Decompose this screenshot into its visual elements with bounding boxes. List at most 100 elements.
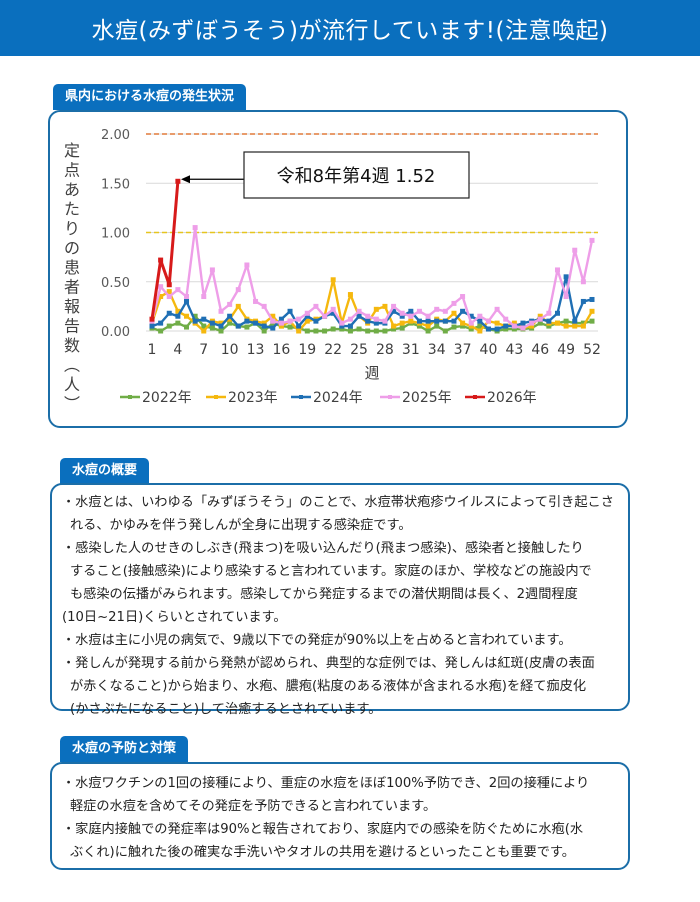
data-marker <box>158 328 164 334</box>
line-chart: 0.00 0.50 1.00 1.50 2.00 1 4 7 10 13 16 19 22 25 28 31 3… <box>64 128 601 414</box>
data-marker <box>330 277 336 283</box>
x-tick-label: 25 <box>350 342 368 358</box>
data-marker <box>270 318 276 324</box>
data-marker <box>158 257 164 263</box>
data-marker <box>158 294 164 300</box>
data-marker <box>373 320 379 326</box>
data-marker <box>554 310 560 316</box>
data-marker <box>503 323 509 329</box>
legend-marker <box>473 395 477 399</box>
x-tick-label: 52 <box>583 342 601 358</box>
data-marker <box>434 306 440 312</box>
data-marker <box>572 247 578 253</box>
legend-label: 2023年 <box>228 390 278 406</box>
data-marker <box>451 324 457 330</box>
data-marker <box>460 294 466 300</box>
legend-label: 2022年 <box>142 390 192 406</box>
data-marker <box>218 308 224 314</box>
y-axis-label-char: 点 <box>64 161 80 180</box>
x-tick-label: 22 <box>324 342 342 358</box>
y-tick-label: 0.50 <box>101 276 130 291</box>
data-marker <box>253 320 259 326</box>
data-marker <box>261 303 267 309</box>
data-marker <box>166 289 172 295</box>
data-marker <box>365 318 371 324</box>
data-marker <box>460 308 466 314</box>
overview-label: 水痘の概要 <box>72 463 138 478</box>
data-marker <box>554 267 560 273</box>
data-marker <box>313 328 319 334</box>
data-marker <box>253 298 259 304</box>
data-marker <box>278 323 284 329</box>
x-tick-label: 10 <box>221 342 239 358</box>
data-marker <box>227 313 233 319</box>
y-axis-label-char: 患 <box>64 258 80 277</box>
overview-line: が赤くなること)から始まり、水疱、膿疱(粘度のある液体が含まれる水疱)を経て痂皮… <box>70 679 587 694</box>
data-marker <box>529 320 535 326</box>
data-marker <box>451 310 457 316</box>
data-marker <box>339 326 345 332</box>
data-marker <box>494 320 500 326</box>
overview-line: (10日~21日)くらいとされています。 <box>62 610 287 625</box>
overview-line: れる、かゆみを伴う発しんが全身に出現する感染症です。 <box>70 518 412 533</box>
data-marker <box>166 310 172 316</box>
data-marker <box>347 328 353 334</box>
y-axis-label-char: あ <box>64 180 80 199</box>
data-marker <box>580 279 586 285</box>
y-axis-label-char: り <box>64 219 80 238</box>
overview-line: ・発しんが発現する前から発熱が認められ、典型的な症例では、発しんは紅斑(皮膚の表… <box>62 656 595 671</box>
data-marker <box>158 284 164 290</box>
y-axis-label-char: 数 <box>64 336 80 355</box>
chart-container: 0.00 0.50 1.00 1.50 2.00 1 4 7 10 13 16 19 22 25 28 31 3… <box>48 110 628 428</box>
y-tick-label: 1.50 <box>101 177 130 192</box>
data-marker <box>201 323 207 329</box>
data-marker <box>235 323 241 329</box>
legend-label: 2024年 <box>313 390 363 406</box>
data-marker <box>356 326 362 332</box>
annotation-text: 令和8年第4週 1.52 <box>277 166 436 187</box>
x-tick-label: 43 <box>505 342 523 358</box>
data-marker <box>209 267 215 273</box>
annotation-box <box>243 151 470 199</box>
data-marker <box>391 323 397 329</box>
data-marker <box>304 310 310 316</box>
data-marker <box>339 323 345 329</box>
data-marker <box>442 308 448 314</box>
data-marker <box>184 313 190 319</box>
data-marker <box>149 323 155 329</box>
data-marker <box>201 316 207 322</box>
data-marker <box>520 320 526 326</box>
data-marker <box>546 318 552 324</box>
data-marker <box>365 313 371 319</box>
data-marker <box>209 320 215 326</box>
data-marker <box>399 325 405 331</box>
data-marker <box>425 318 431 324</box>
data-marker <box>563 274 569 280</box>
data-marker <box>511 320 517 326</box>
data-marker <box>347 292 353 298</box>
data-marker <box>442 328 448 334</box>
x-tick-label: 49 <box>557 342 575 358</box>
legend-marker <box>128 395 132 399</box>
prevention-tab: 水痘の予防と対策 <box>60 736 189 762</box>
y-tick-label: 2.00 <box>101 128 130 143</box>
data-marker <box>373 328 379 334</box>
data-marker <box>451 300 457 306</box>
y-axis-label-char: た <box>64 200 80 219</box>
data-marker <box>529 323 535 329</box>
data-marker <box>563 294 569 300</box>
data-marker <box>580 298 586 304</box>
data-marker <box>520 325 526 331</box>
data-marker <box>184 324 190 330</box>
data-marker <box>468 326 474 332</box>
prevention-line: ぶくれ)に触れた後の確実な手洗いやタオルの共用を避けるといったことも重要です。 <box>70 845 575 860</box>
data-marker <box>382 303 388 309</box>
data-marker <box>356 308 362 314</box>
series-line <box>150 226 594 330</box>
data-marker <box>468 320 474 326</box>
y-axis-label-char: の <box>64 239 80 258</box>
data-marker <box>416 323 422 329</box>
data-marker <box>227 316 233 322</box>
annotation-arrowhead-icon <box>181 175 190 184</box>
prevention-line: ・水痘ワクチンの1回の接種により、重症の水痘をほぼ100%予防でき、2回の接種に… <box>62 776 590 791</box>
